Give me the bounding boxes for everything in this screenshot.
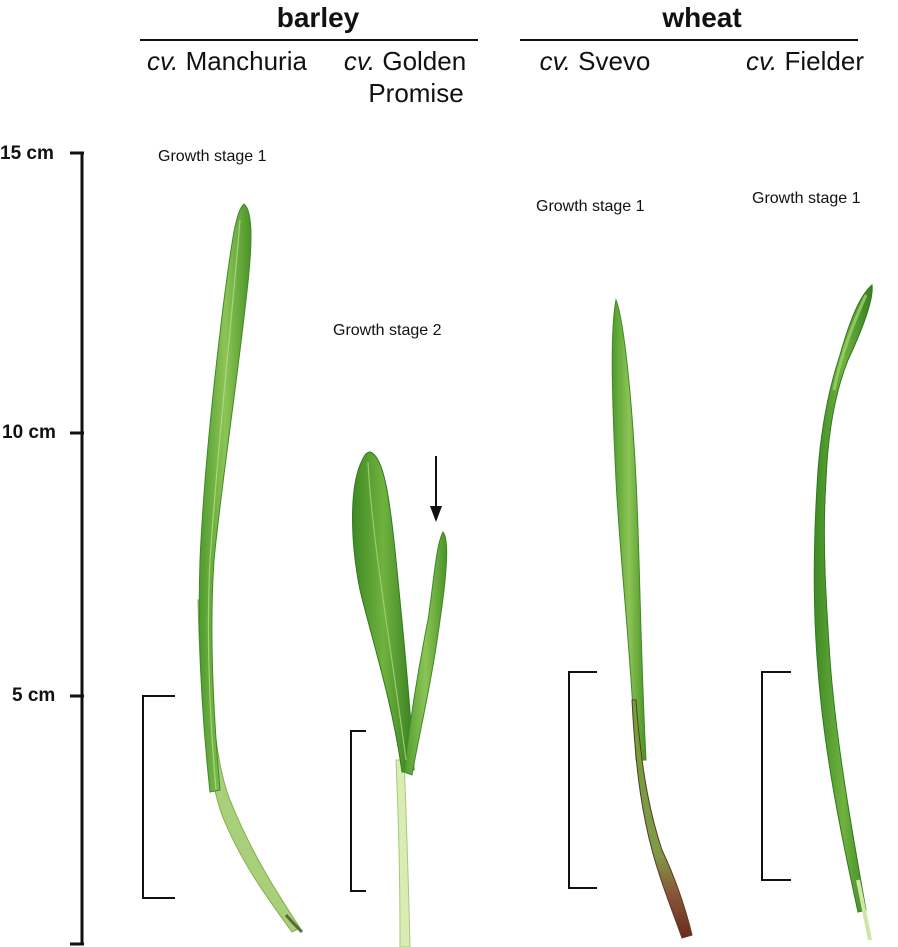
growth-stage-svevo: Growth stage 1	[536, 198, 645, 215]
golden-promise-leaf-1	[352, 451, 415, 773]
golden-promise-stem	[395, 759, 411, 947]
cultivar-label-golden-promise: cv. Golden Promise	[330, 45, 480, 109]
cultivar-prefix: cv.	[343, 46, 376, 76]
svevo-leaf-blade	[611, 298, 647, 761]
bracket-svevo	[568, 671, 597, 889]
cultivar-prefix: cv.	[745, 46, 778, 76]
bracket-manchuria	[142, 695, 175, 899]
growth-stage-manchuria: Growth stage 1	[158, 148, 267, 165]
golden-promise-leaf-2	[403, 531, 448, 776]
bracket-golden-promise	[350, 730, 366, 892]
cultivar-name-line2: Promise	[368, 78, 464, 108]
fielder-leaf-blade	[813, 284, 873, 913]
cultivar-name: Svevo	[578, 46, 651, 76]
scale-label-5cm: 5 cm	[12, 685, 56, 706]
plant-manchuria	[197, 203, 304, 934]
plant-fielder	[813, 284, 873, 941]
svevo-stem	[631, 699, 693, 939]
manchuria-leaf-blade	[198, 203, 252, 793]
plant-svevo	[611, 298, 693, 939]
cultivar-name: Golden	[382, 46, 467, 76]
cultivar-name: Fielder	[784, 46, 864, 76]
cultivar-prefix: cv.	[539, 46, 571, 76]
fielder-stem	[856, 879, 872, 941]
species-label-wheat: wheat	[662, 2, 742, 33]
golden-promise-midrib	[367, 461, 407, 761]
brackets	[142, 671, 791, 899]
cultivar-name: Manchuria	[185, 46, 307, 76]
scale-bar	[70, 151, 84, 946]
cultivar-label-fielder: cv. Fielder	[730, 45, 880, 77]
wheat-header-rule	[520, 39, 858, 41]
barley-header-rule	[140, 39, 478, 41]
scale-label-10cm: 10 cm	[2, 422, 56, 443]
cultivar-prefix: cv.	[147, 46, 179, 76]
growth-stage-fielder: Growth stage 1	[752, 190, 861, 207]
cultivar-label-svevo: cv. Svevo	[525, 45, 665, 77]
manchuria-root-tip	[284, 914, 304, 934]
species-label-barley: barley	[276, 2, 360, 33]
manchuria-midrib	[207, 219, 241, 791]
bracket-fielder	[761, 671, 791, 881]
fielder-twist-highlight	[832, 294, 868, 391]
cultivar-label-manchuria: cv. Manchuria	[132, 45, 322, 77]
arrow-annotation	[430, 456, 442, 522]
scale-label-15cm: 15 cm	[0, 143, 54, 164]
plant-golden-promise	[352, 451, 448, 947]
growth-stage-golden-promise: Growth stage 2	[333, 322, 442, 339]
